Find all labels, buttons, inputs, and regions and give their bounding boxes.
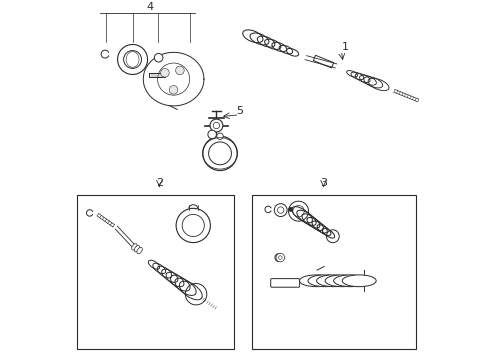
- Ellipse shape: [134, 246, 140, 252]
- Circle shape: [276, 253, 285, 262]
- Circle shape: [185, 283, 207, 305]
- Circle shape: [176, 208, 210, 243]
- Circle shape: [209, 142, 231, 165]
- Circle shape: [326, 230, 339, 243]
- Text: 3: 3: [320, 177, 327, 188]
- Ellipse shape: [132, 244, 137, 250]
- Ellipse shape: [308, 275, 342, 287]
- Circle shape: [289, 207, 293, 212]
- Circle shape: [274, 204, 287, 216]
- Circle shape: [182, 215, 204, 237]
- Circle shape: [277, 207, 284, 213]
- Circle shape: [170, 86, 178, 94]
- Circle shape: [210, 119, 223, 132]
- Circle shape: [203, 136, 237, 171]
- Bar: [314, 55, 334, 68]
- Ellipse shape: [137, 247, 142, 254]
- Circle shape: [161, 68, 169, 77]
- Circle shape: [217, 133, 223, 139]
- Text: 5: 5: [236, 106, 243, 116]
- Circle shape: [154, 53, 163, 62]
- Ellipse shape: [334, 275, 368, 287]
- Text: 2: 2: [156, 177, 163, 188]
- Circle shape: [289, 201, 309, 221]
- Circle shape: [208, 130, 217, 139]
- Text: 4: 4: [147, 2, 154, 12]
- Bar: [77, 195, 234, 348]
- FancyBboxPatch shape: [270, 279, 299, 287]
- Circle shape: [175, 66, 184, 75]
- Ellipse shape: [299, 275, 333, 287]
- Circle shape: [123, 50, 142, 68]
- Text: 1: 1: [342, 42, 348, 52]
- Ellipse shape: [325, 275, 359, 287]
- Ellipse shape: [317, 275, 350, 287]
- Circle shape: [118, 45, 147, 75]
- Bar: [252, 195, 416, 348]
- Ellipse shape: [343, 275, 376, 287]
